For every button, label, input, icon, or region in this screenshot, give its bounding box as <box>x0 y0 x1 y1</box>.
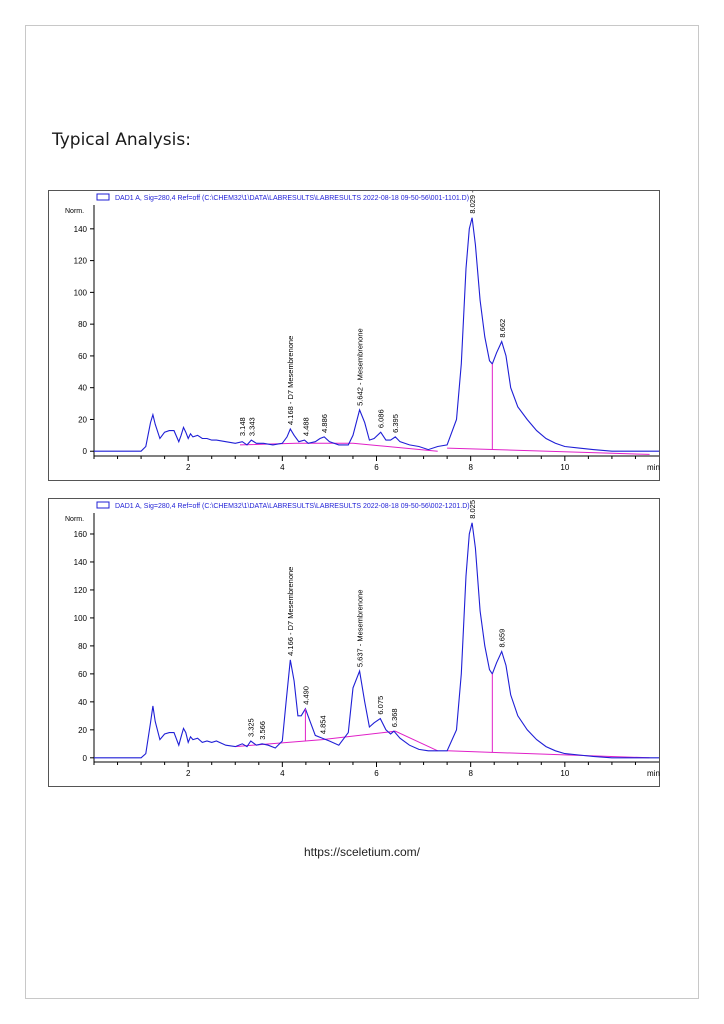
chart1-peak-label: 3.343 <box>247 417 256 436</box>
chart1-y-tick-label: 120 <box>74 257 88 266</box>
chart1-peak-label: 4.488 <box>301 417 310 436</box>
chart2-y-tick-label: 60 <box>78 670 87 679</box>
chart2-peak-label: 6.075 <box>376 696 385 715</box>
chart2-y-tick-label: 100 <box>74 614 88 623</box>
footer-url[interactable]: https://sceletium.com/ <box>303 845 421 859</box>
chart2-legend-swatch <box>96 501 110 509</box>
chart2-peak-label: 4.166 - D7 Mesembrenone <box>286 567 295 656</box>
chart2-peak-label: 6.368 <box>390 708 399 727</box>
chart2-baseline-segment <box>235 730 438 752</box>
chart1-peak-label: 4.168 - D7 Mesembrenone <box>286 336 295 425</box>
chart1-x-axis-label: min <box>647 463 660 472</box>
chromatogram-2-svg: DAD1 A, Sig=280,4 Ref=off (C:\CHEM32\1\D… <box>65 499 660 778</box>
chart2-y-tick-label: 140 <box>74 558 88 567</box>
chart1-signal-trace <box>94 217 659 452</box>
chart2-y-tick-label: 120 <box>74 586 88 595</box>
chart2-peak-label: 4.854 <box>319 715 328 734</box>
chart2-x-tick-label: 2 <box>186 769 191 778</box>
chart2-peak-label: 3.325 <box>247 718 256 737</box>
chart1-y-tick-label: 140 <box>74 225 88 234</box>
chart1-y-tick-label: 40 <box>78 384 87 393</box>
chart1-x-tick-label: 6 <box>374 463 379 472</box>
chart2-legend-text: DAD1 A, Sig=280,4 Ref=off (C:\CHEM32\1\D… <box>115 503 470 510</box>
chart2-x-tick-label: 10 <box>560 769 569 778</box>
chart1-y-tick-label: 100 <box>74 288 88 297</box>
chart2-y-tick-label: 20 <box>78 726 87 735</box>
chart2-peak-label: 4.490 <box>301 686 310 705</box>
chart1-peak-label: 8.662 <box>498 319 507 338</box>
chart1-peak-label: 8.029 - Mesembrine <box>468 191 477 214</box>
chromatogram-1-svg: DAD1 A, Sig=280,4 Ref=off (C:\CHEM32\1\D… <box>65 191 660 472</box>
chart1-legend-text: DAD1 A, Sig=280,4 Ref=off (C:\CHEM32\1\D… <box>115 195 469 202</box>
chart1-y-tick-label: 80 <box>78 320 87 329</box>
chart1-peak-label: 3.148 <box>238 417 247 436</box>
chart2-y-tick-label: 80 <box>78 642 87 651</box>
chart2-y-tick-label: 0 <box>83 754 88 763</box>
chromatogram-chart-2: DAD1 A, Sig=280,4 Ref=off (C:\CHEM32\1\D… <box>48 498 660 787</box>
chart1-legend-swatch <box>96 193 110 201</box>
chart2-x-tick-label: 4 <box>280 769 285 778</box>
chart1-x-tick-label: 8 <box>468 463 473 472</box>
chart1-peak-label: 6.086 <box>376 409 385 428</box>
chart1-peak-label: 5.642 - Mesembrenone <box>356 328 365 406</box>
chart2-y-tick-label: 40 <box>78 698 87 707</box>
chart1-x-tick-label: 2 <box>186 463 191 472</box>
chart2-signal-trace <box>94 522 659 759</box>
chart1-peak-label: 6.395 <box>391 414 400 433</box>
chart2-x-tick-label: 8 <box>468 769 473 778</box>
chart2-peak-label: 8.659 <box>498 629 507 648</box>
chart2-x-axis-label: min <box>647 769 660 778</box>
chromatogram-chart-1: DAD1 A, Sig=280,4 Ref=off (C:\CHEM32\1\D… <box>48 190 660 481</box>
page-heading: Typical Analysis: <box>52 130 191 150</box>
chart1-y-tick-label: 60 <box>78 352 87 361</box>
chart1-x-tick-label: 10 <box>560 463 569 472</box>
chart2-baseline-segment <box>447 750 650 759</box>
chart2-x-tick-label: 6 <box>374 769 379 778</box>
chart1-x-tick-label: 4 <box>280 463 285 472</box>
chart2-peak-label: 3.566 <box>258 721 267 740</box>
chart1-y-axis-label: Norm. <box>65 208 84 215</box>
chart1-y-tick-label: 0 <box>83 447 88 456</box>
page-frame <box>25 25 699 999</box>
chart1-baseline-segment <box>447 447 650 455</box>
chart1-peak-label: 4.886 <box>320 414 329 433</box>
chart1-y-tick-label: 20 <box>78 415 87 424</box>
chart2-peak-label: 5.637 - Mesembrenone <box>355 590 364 668</box>
chart2-y-tick-label: 160 <box>74 530 88 539</box>
chart2-peak-label: 8.025 - Mesembrine <box>468 499 477 519</box>
chart2-y-axis-label: Norm. <box>65 516 84 523</box>
